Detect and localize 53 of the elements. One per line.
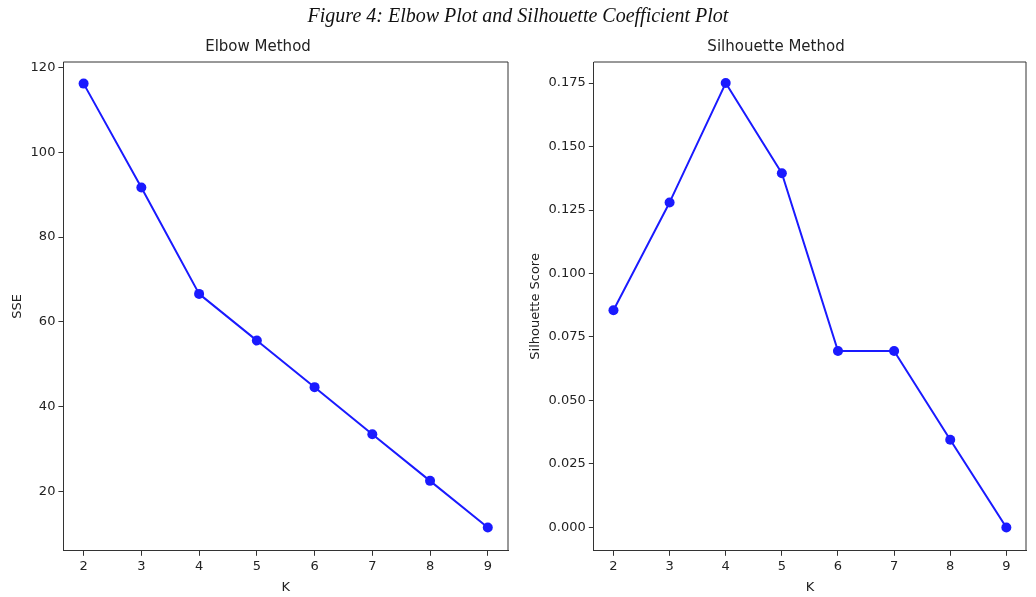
y-tick-label: 0.100 bbox=[548, 264, 586, 280]
caption: Figure 4: Elbow Plot and Silhouette Coefficient Plot bbox=[306, 4, 730, 27]
x-tick-label: 9 bbox=[483, 557, 492, 573]
y-tick-label: 100 bbox=[30, 143, 56, 159]
x-tick-label: 7 bbox=[368, 557, 377, 573]
y-axis-title: SSE bbox=[9, 294, 25, 319]
x-tick-label: 5 bbox=[777, 557, 786, 573]
chart-title: Elbow Method bbox=[205, 36, 311, 55]
y-tick-label: 0.150 bbox=[548, 137, 586, 153]
point bbox=[945, 434, 956, 445]
x-tick-label: 2 bbox=[79, 557, 88, 573]
y-tick-label: 0.075 bbox=[548, 328, 586, 344]
x-tick-label: 6 bbox=[833, 557, 843, 573]
chart-title: Silhouette Method bbox=[707, 36, 845, 55]
y-tick-label: 0.175 bbox=[548, 74, 586, 90]
y-tick-label: 20 bbox=[38, 482, 56, 498]
x-tick-label: 8 bbox=[425, 557, 435, 573]
point bbox=[482, 522, 493, 533]
x-tick-label: 6 bbox=[310, 557, 319, 573]
x-tick-label: 7 bbox=[889, 557, 899, 573]
y-tick-label: 40 bbox=[38, 398, 56, 414]
x-axis-title: K bbox=[281, 578, 291, 594]
point bbox=[78, 78, 89, 89]
y-tick-label: 0.025 bbox=[548, 455, 586, 471]
x-tick-label: 8 bbox=[946, 557, 955, 573]
y-axis-title: Silhouette Score bbox=[527, 253, 543, 360]
point bbox=[776, 168, 787, 179]
point bbox=[664, 197, 675, 208]
point bbox=[1001, 522, 1012, 533]
point bbox=[309, 382, 320, 393]
point bbox=[608, 305, 619, 316]
x-tick-label: 3 bbox=[137, 557, 146, 573]
y-tick-label: 0.050 bbox=[548, 391, 586, 407]
x-axis-title: K bbox=[805, 578, 815, 594]
point bbox=[832, 345, 843, 356]
point bbox=[194, 288, 205, 299]
point bbox=[720, 78, 731, 89]
point bbox=[251, 335, 262, 346]
y-tick-label: 0.000 bbox=[548, 518, 586, 534]
point bbox=[367, 429, 378, 440]
point bbox=[889, 345, 900, 356]
x-tick-label: 4 bbox=[721, 557, 730, 573]
x-tick-label: 3 bbox=[665, 557, 674, 573]
x-tick-label: 4 bbox=[194, 557, 204, 573]
x-tick-label: 2 bbox=[609, 557, 618, 573]
point bbox=[425, 475, 436, 486]
y-tick-label: 80 bbox=[38, 228, 56, 244]
y-tick-label: 120 bbox=[30, 58, 56, 74]
y-tick-label: 60 bbox=[38, 313, 56, 329]
x-tick-label: 5 bbox=[252, 557, 261, 573]
x-tick-label: 9 bbox=[1002, 557, 1011, 573]
point bbox=[136, 182, 147, 193]
y-tick-label: 0.125 bbox=[548, 201, 586, 217]
